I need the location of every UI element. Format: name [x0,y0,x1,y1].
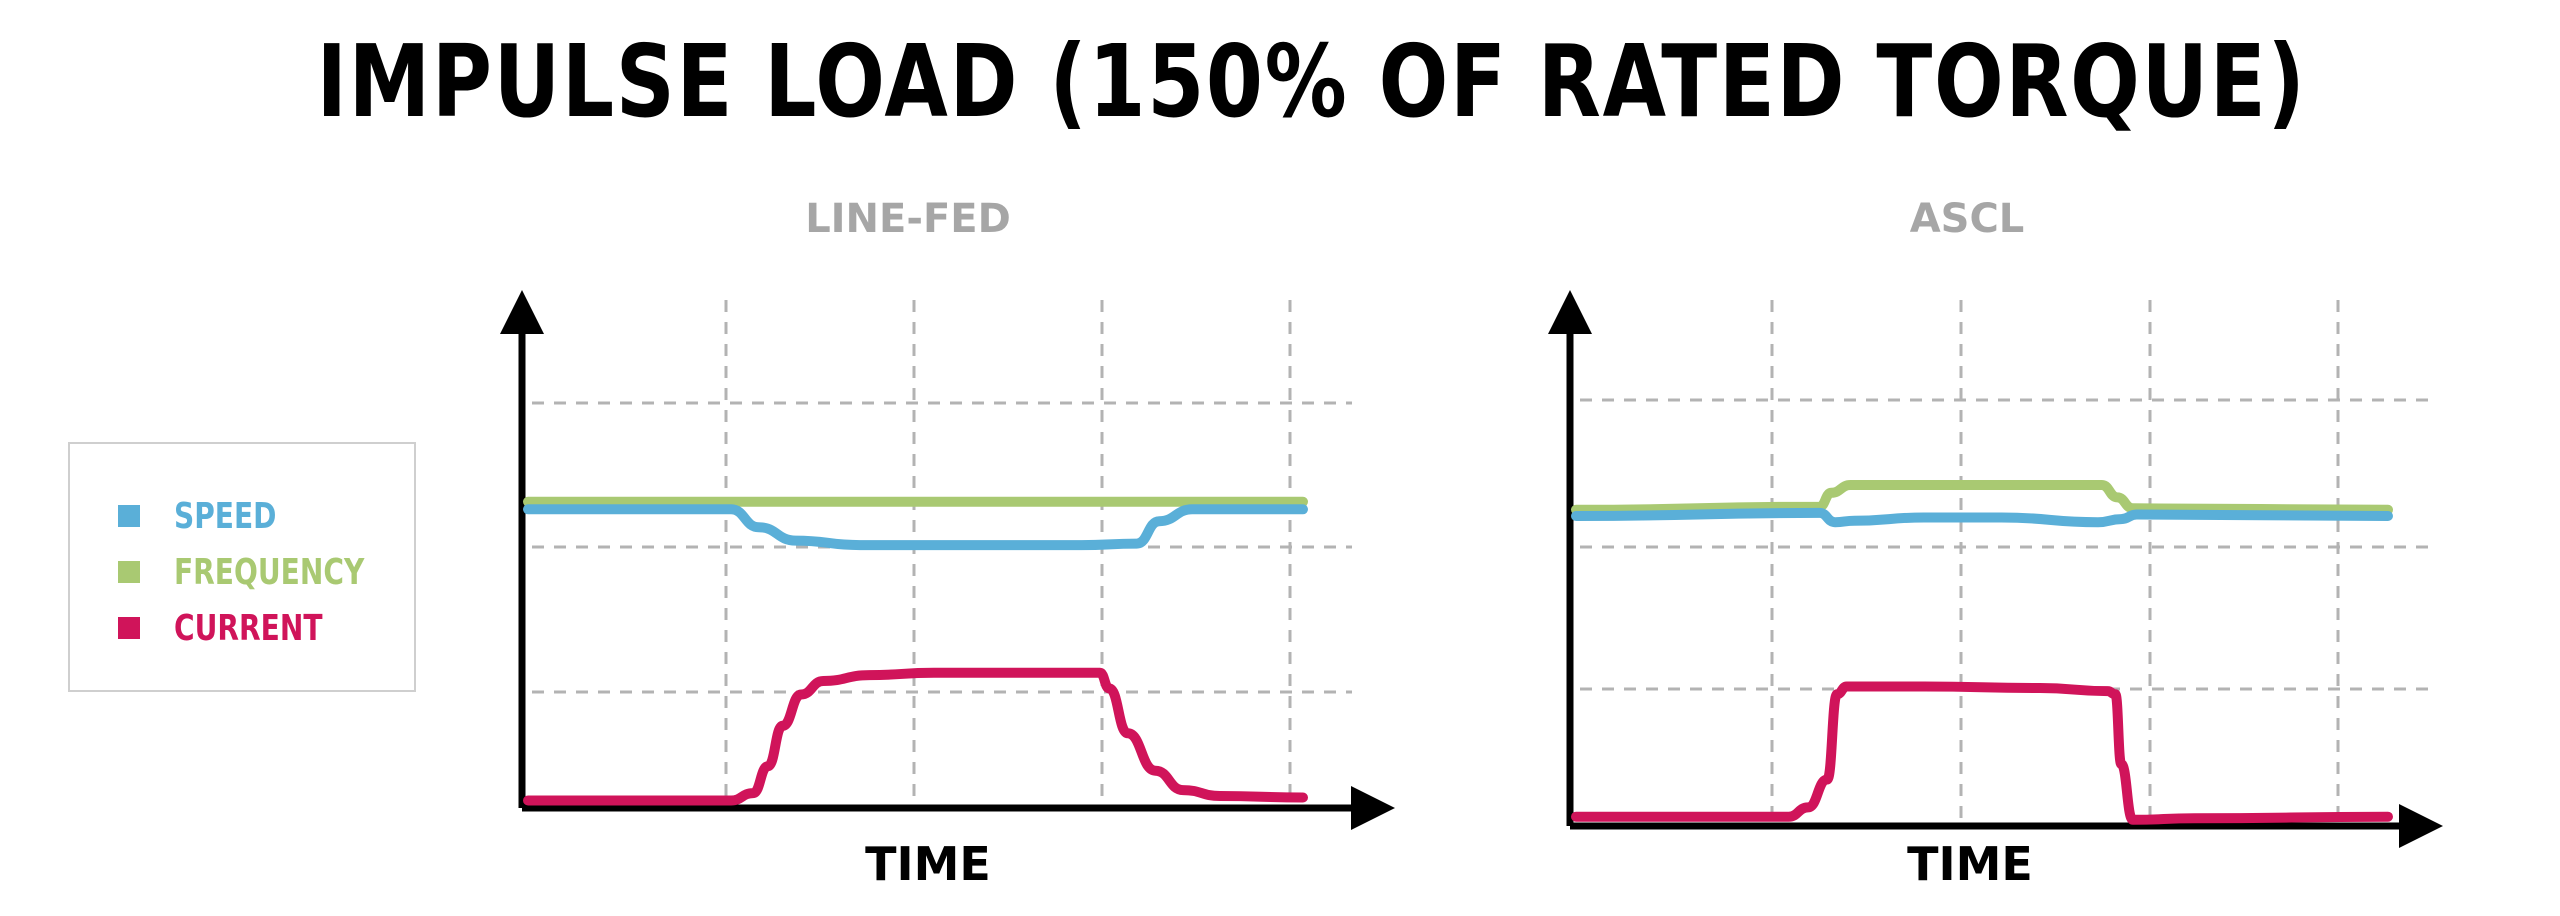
x-axis-label-ascl: TIME [1907,837,2033,891]
legend-item-frequency: FREQUENCY [118,551,418,593]
legend-item-current: CURRENT [118,607,364,649]
series-line-current-line-fed [523,667,1308,806]
x-axis-label-line-fed: TIME [865,837,991,891]
series-line-speed-line-fed [523,504,1308,551]
y-axis-arrow-ascl [1548,290,1592,334]
chart-ascl: ASCL TIME [1548,196,2443,891]
legend: SPEED FREQUENCY CURRENT [68,442,416,692]
chart-title-ascl: ASCL [1910,196,2025,242]
legend-item-speed: SPEED [118,495,305,537]
legend-label-speed: SPEED [174,495,277,537]
legend-label-frequency: FREQUENCY [174,551,365,593]
series-line-speed-ascl [1571,507,2393,528]
legend-swatch-speed [118,505,140,527]
x-axis-arrow-line-fed [1351,786,1395,830]
series-line-frequency-ascl [1571,480,2393,515]
legend-swatch-current [118,617,140,639]
legend-label-current: CURRENT [174,607,323,649]
main-title: IMPULSE LOAD (150% OF RATED TORQUE) [316,23,2307,140]
series-line-current-ascl [1571,681,2393,825]
y-axis-arrow-line-fed [500,290,544,334]
chart-title-line-fed: LINE-FED [805,196,1011,242]
x-axis-arrow-ascl [2399,804,2443,848]
legend-swatch-frequency [118,561,140,583]
chart-line-fed: LINE-FED TIME [500,196,1395,891]
